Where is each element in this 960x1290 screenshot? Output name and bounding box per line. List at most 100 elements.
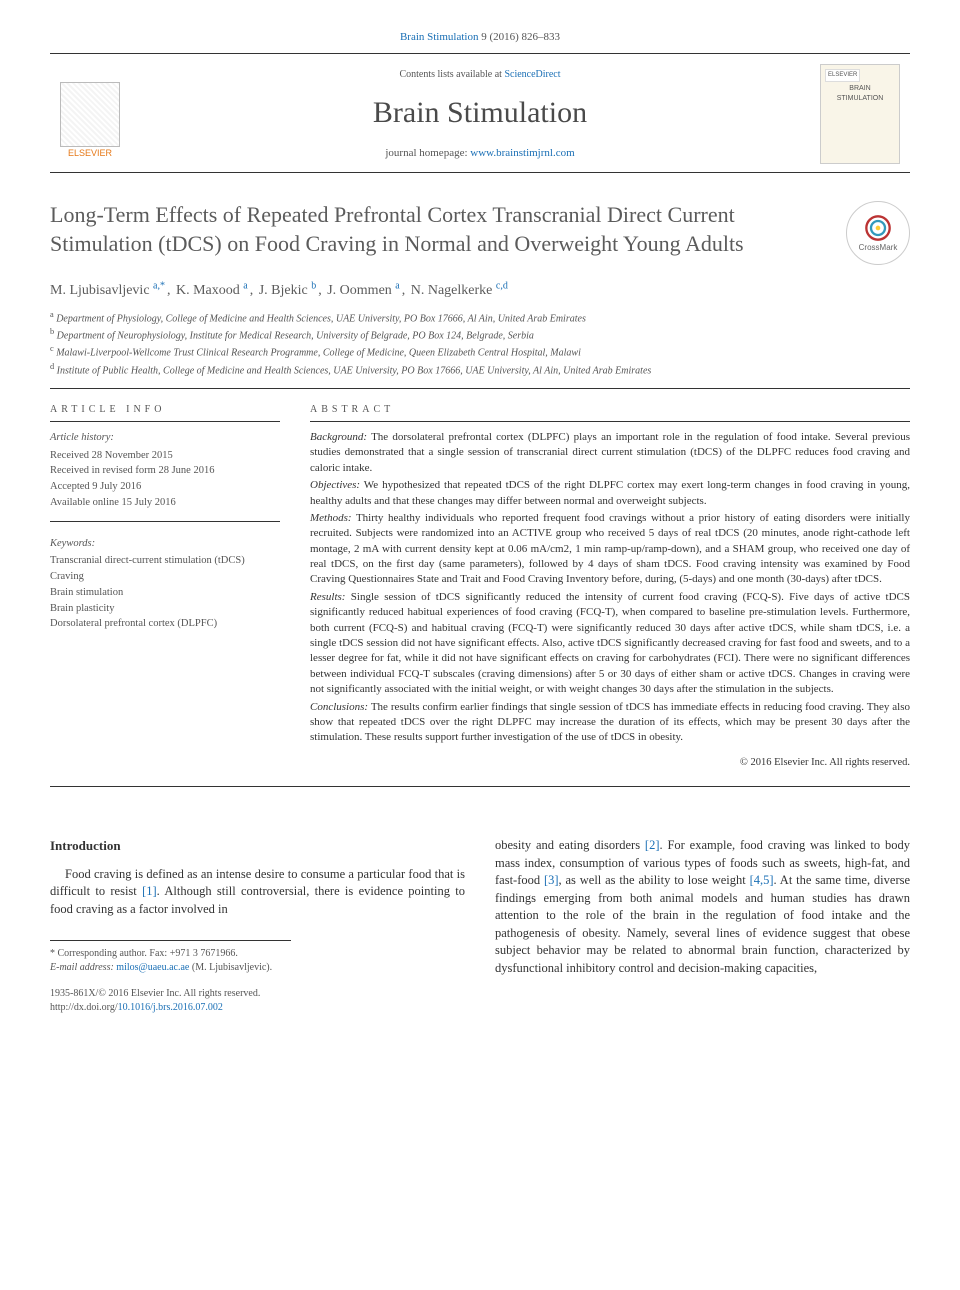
affiliation: a Department of Physiology, College of M…: [50, 309, 910, 326]
abs-conclusions: Conclusions: The results confirm earlier…: [310, 700, 910, 746]
introduction-heading: Introduction: [50, 837, 465, 855]
body-col-left: Introduction Food craving is defined as …: [50, 837, 465, 977]
elsevier-tree-icon: [60, 82, 120, 147]
journal-cover-thumbnail: ELSEVIER BRAIN STIMULATION: [820, 64, 900, 164]
running-head: Brain Stimulation 9 (2016) 826–833: [50, 30, 910, 54]
author-separator: ,: [402, 283, 409, 298]
author: M. Ljubisavljevic a,*: [50, 283, 165, 298]
elsevier-label: ELSEVIER: [68, 147, 112, 160]
author: K. Maxood a: [176, 283, 248, 298]
masthead-center: Contents lists available at ScienceDirec…: [152, 68, 808, 161]
info-abstract-row: ARTICLE INFO Article history: Received 2…: [50, 403, 910, 788]
ref-link-1[interactable]: [1]: [142, 884, 157, 898]
abs-results: Results: Single session of tDCS signific…: [310, 590, 910, 698]
abs-methods: Methods: Thirty healthy individuals who …: [310, 511, 910, 588]
abs-results-text: Single session of tDCS significantly red…: [310, 591, 910, 695]
intro-paragraph-1: Food craving is defined as an intense de…: [50, 866, 465, 919]
article-info-head: ARTICLE INFO: [50, 403, 280, 422]
body-columns: Introduction Food craving is defined as …: [50, 837, 910, 977]
sciencedirect-link[interactable]: ScienceDirect: [504, 69, 560, 80]
abstract-head: ABSTRACT: [310, 403, 910, 422]
keywords-list: Transcranial direct-current stimulation …: [50, 553, 280, 632]
contents-prefix: Contents lists available at: [399, 69, 504, 80]
affiliation: c Malawi-Liverpool-Wellcome Trust Clinic…: [50, 343, 910, 360]
issn-line: 1935-861X/© 2016 Elsevier Inc. All right…: [50, 987, 260, 1001]
abstract-column: ABSTRACT Background: The dorsolateral pr…: [310, 403, 910, 771]
body-col-right: obesity and eating disorders [2]. For ex…: [495, 837, 910, 977]
col2-post: . At the same time, diverse findings eme…: [495, 873, 910, 975]
keyword: Brain stimulation: [50, 585, 280, 601]
history-revised: Received in revised form 28 June 2016: [50, 463, 280, 479]
author-separator: ,: [167, 283, 174, 298]
journal-title: Brain Stimulation: [152, 92, 808, 134]
abs-background-text: The dorsolateral prefrontal cortex (DLPF…: [310, 431, 910, 474]
affiliation-list: a Department of Physiology, College of M…: [50, 309, 910, 389]
author: N. Nagelkerke c,d: [411, 283, 508, 298]
article-info-column: ARTICLE INFO Article history: Received 2…: [50, 403, 280, 771]
history-label: Article history:: [50, 430, 280, 446]
history-online: Available online 15 July 2016: [50, 495, 280, 511]
keyword: Dorsolateral prefrontal cortex (DLPFC): [50, 616, 280, 632]
email-line: E-mail address: milos@uaeu.ac.ae (M. Lju…: [50, 961, 291, 975]
keyword: Craving: [50, 569, 280, 585]
abs-methods-text: Thirty healthy individuals who reported …: [310, 512, 910, 586]
ref-link-3[interactable]: [3]: [544, 873, 559, 887]
doi-label: http://dx.doi.org/: [50, 1002, 118, 1013]
abs-objectives-text: We hypothesized that repeated tDCS of th…: [310, 479, 910, 506]
abs-background-label: Background:: [310, 431, 367, 443]
abstract-body: Background: The dorsolateral prefrontal …: [310, 430, 910, 771]
homepage-line: journal homepage: www.brainstimjrnl.com: [152, 146, 808, 161]
abs-background: Background: The dorsolateral prefrontal …: [310, 430, 910, 476]
affiliation: d Institute of Public Health, College of…: [50, 361, 910, 378]
keywords-label: Keywords:: [50, 536, 280, 552]
author: J. Bjekic b: [259, 283, 317, 298]
homepage-prefix: journal homepage:: [385, 147, 470, 159]
crossmark-badge[interactable]: CrossMark: [846, 201, 910, 265]
col2-mid2: , as well as the ability to lose weight: [559, 873, 750, 887]
abs-conclusions-text: The results confirm earlier findings tha…: [310, 701, 910, 744]
title-row: Long-Term Effects of Repeated Prefrontal…: [50, 201, 910, 265]
contents-line: Contents lists available at ScienceDirec…: [152, 68, 808, 82]
col2-pre: obesity and eating disorders: [495, 838, 645, 852]
abstract-copyright: © 2016 Elsevier Inc. All rights reserved…: [310, 756, 910, 771]
doi-line: http://dx.doi.org/10.1016/j.brs.2016.07.…: [50, 1001, 260, 1015]
article-title: Long-Term Effects of Repeated Prefrontal…: [50, 201, 826, 258]
author-separator: ,: [318, 283, 325, 298]
cover-title-top: BRAIN: [849, 84, 870, 94]
footer-left: 1935-861X/© 2016 Elsevier Inc. All right…: [50, 987, 260, 1015]
ref-link-2[interactable]: [2]: [645, 838, 660, 852]
abs-conclusions-label: Conclusions:: [310, 701, 368, 713]
author-separator: ,: [250, 283, 257, 298]
corresponding-author: * Corresponding author. Fax: +971 3 7671…: [50, 947, 291, 961]
doi-link[interactable]: 10.1016/j.brs.2016.07.002: [118, 1002, 223, 1013]
running-head-pages: 9 (2016) 826–833: [481, 31, 560, 43]
journal-masthead: ELSEVIER Contents lists available at Sci…: [50, 54, 910, 173]
abs-methods-label: Methods:: [310, 512, 352, 524]
abs-objectives: Objectives: We hypothesized that repeate…: [310, 478, 910, 509]
abs-objectives-label: Objectives:: [310, 479, 360, 491]
corresponding-email-link[interactable]: milos@uaeu.ac.ae: [116, 962, 189, 973]
author-list: M. Ljubisavljevic a,*, K. Maxood a, J. B…: [50, 279, 910, 300]
keyword: Brain plasticity: [50, 601, 280, 617]
email-label: E-mail address:: [50, 962, 114, 973]
cover-title-bottom: STIMULATION: [837, 94, 884, 104]
crossmark-icon: [864, 214, 892, 242]
cover-publisher-tag: ELSEVIER: [825, 69, 860, 81]
footnotes: * Corresponding author. Fax: +971 3 7671…: [50, 940, 291, 975]
history-accepted: Accepted 9 July 2016: [50, 479, 280, 495]
page-footer: 1935-861X/© 2016 Elsevier Inc. All right…: [50, 987, 910, 1015]
ref-link-4-5[interactable]: [4,5]: [750, 873, 774, 887]
keyword: Transcranial direct-current stimulation …: [50, 553, 280, 569]
page-root: Brain Stimulation 9 (2016) 826–833 ELSEV…: [0, 0, 960, 1055]
author: J. Oommen a: [327, 283, 400, 298]
keywords-block: Keywords: Transcranial direct-current st…: [50, 536, 280, 633]
email-person: (M. Ljubisavljevic).: [192, 962, 272, 973]
homepage-link[interactable]: www.brainstimjrnl.com: [470, 147, 574, 159]
history-received: Received 28 November 2015: [50, 448, 280, 464]
article-history: Article history: Received 28 November 20…: [50, 430, 280, 522]
affiliation: b Department of Neurophysiology, Institu…: [50, 326, 910, 343]
running-head-journal-link[interactable]: Brain Stimulation: [400, 31, 479, 43]
abs-results-label: Results:: [310, 591, 345, 603]
elsevier-logo: ELSEVIER: [50, 69, 130, 159]
crossmark-label: CrossMark: [859, 242, 898, 253]
